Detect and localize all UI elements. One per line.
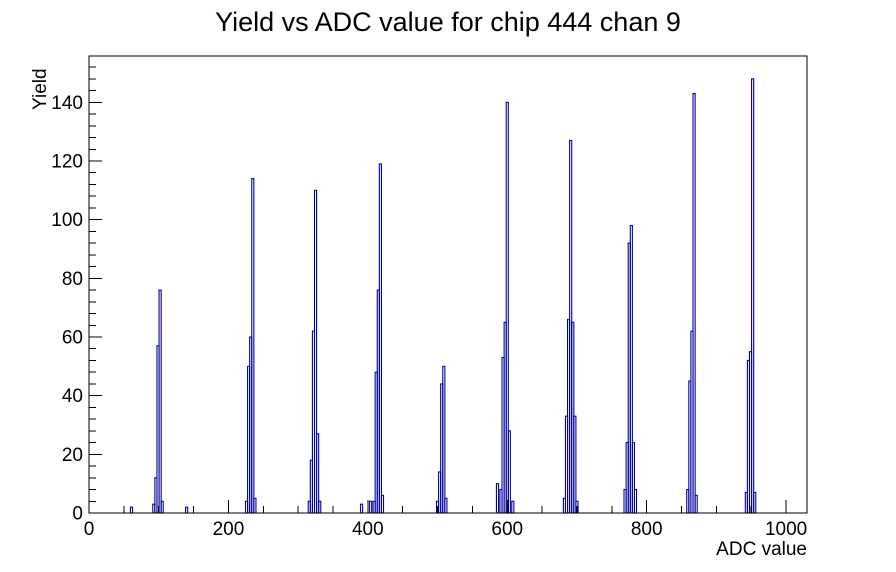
histogram-bin (160, 500, 164, 514)
y-tick-label: 20 (62, 445, 83, 466)
y-tick-label: 140 (51, 93, 83, 114)
histogram-bin (692, 93, 696, 514)
y-tick-label: 100 (51, 210, 83, 231)
histogram-bin (511, 500, 515, 514)
histogram-bin (158, 289, 162, 514)
y-tick-label: 60 (62, 328, 83, 349)
histogram-bin (573, 415, 577, 514)
plot-frame (88, 55, 808, 514)
histogram-bin (442, 365, 446, 514)
x-axis-title: ADC value (716, 539, 807, 560)
histogram-bin (251, 178, 255, 514)
x-tick-label: 200 (213, 519, 245, 540)
x-tick-label: 0 (84, 519, 95, 540)
histogram-bin (253, 497, 257, 514)
chart-title: Yield vs ADC value for chip 444 chan 9 (215, 7, 681, 37)
histogram-bin (185, 506, 189, 514)
y-tick-label: 40 (62, 386, 83, 407)
y-tick-label: 120 (51, 152, 83, 173)
histogram-bin (444, 497, 448, 514)
x-tick-label: 800 (631, 519, 663, 540)
histogram-bin (753, 491, 757, 514)
x-tick-label: 600 (491, 519, 523, 540)
histogram-bin (380, 494, 385, 514)
histogram-bin (129, 506, 134, 514)
y-axis-title: Yield (30, 68, 51, 110)
y-tick-label: 0 (72, 504, 83, 525)
histogram-bin (507, 430, 511, 514)
histogram-bin (318, 500, 322, 514)
histogram-bin (495, 483, 500, 514)
histogram-bin (751, 78, 755, 514)
histogram-bin (633, 488, 638, 514)
x-tick-label: 400 (352, 519, 384, 540)
histogram-bin (694, 494, 698, 514)
x-tick-label: 1000 (765, 519, 807, 540)
histogram-bin (359, 503, 364, 514)
histogram-bin (369, 500, 373, 514)
y-tick-label: 80 (62, 269, 83, 290)
histogram-bin (378, 163, 382, 514)
